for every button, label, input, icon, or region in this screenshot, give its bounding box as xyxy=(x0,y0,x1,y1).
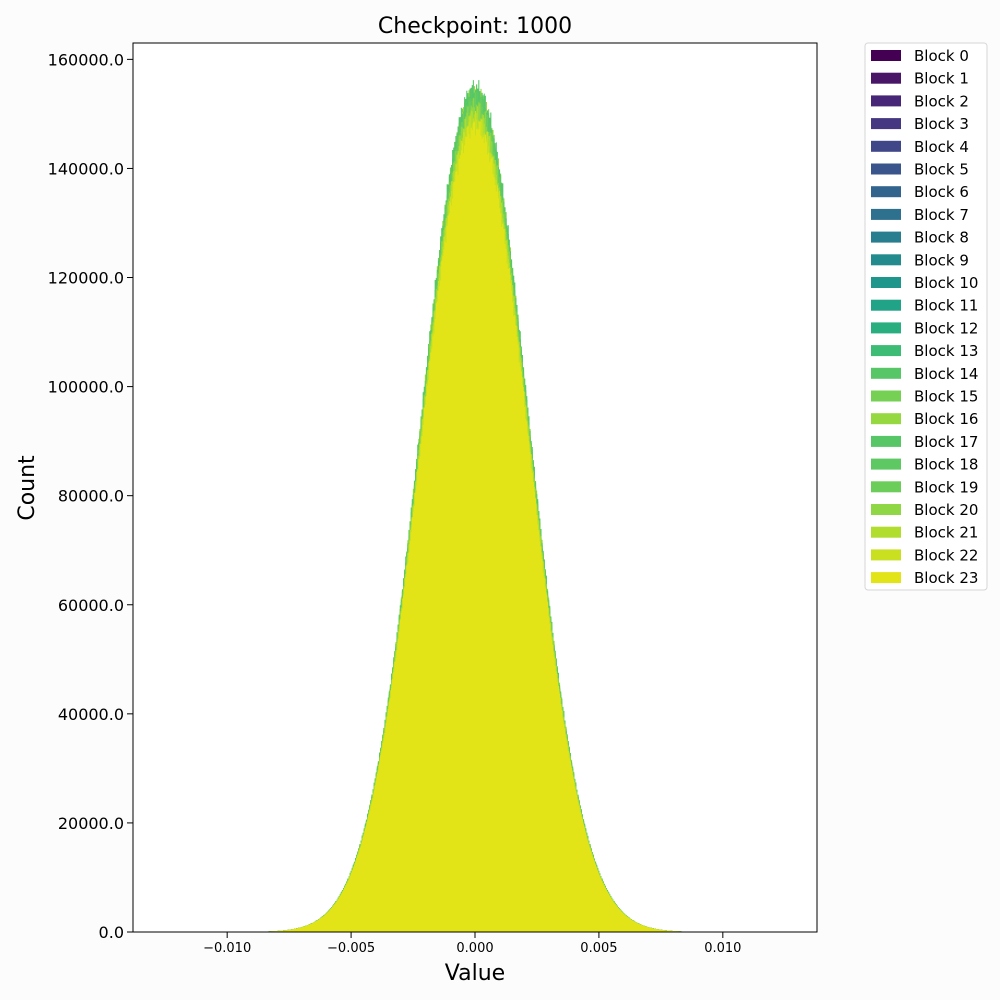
legend-swatch xyxy=(871,322,901,334)
y-tick-label: 40000.0 xyxy=(58,705,124,724)
legend-swatch xyxy=(871,95,901,107)
legend-label: Block 20 xyxy=(914,501,978,519)
series-histogram-block-23 xyxy=(256,121,694,933)
legend-label: Block 1 xyxy=(914,70,969,88)
legend-label: Block 10 xyxy=(914,274,978,292)
legend-swatch xyxy=(871,367,901,379)
x-tick-label: −0.005 xyxy=(327,941,375,956)
y-tick-label: 60000.0 xyxy=(58,596,124,615)
legend-swatch xyxy=(871,299,901,311)
legend-label: Block 19 xyxy=(914,478,978,496)
y-axis-label: Count xyxy=(15,455,40,521)
legend-label: Block 17 xyxy=(914,433,978,451)
legend-label: Block 16 xyxy=(914,410,978,428)
y-axis: 0.0 20000.0 40000.0 60000.0 80000.0 100000.0 1… xyxy=(48,50,133,942)
legend-swatch xyxy=(871,72,901,84)
legend-label: Block 6 xyxy=(914,183,969,201)
legend-swatch xyxy=(871,458,901,470)
legend-swatch xyxy=(871,526,901,538)
y-tick-label: 80000.0 xyxy=(58,487,124,506)
legend-label: Block 8 xyxy=(914,229,969,247)
y-tick-label: 100000.0 xyxy=(48,378,124,397)
x-tick-label: 0.000 xyxy=(456,941,493,956)
chart-title: Checkpoint: 1000 xyxy=(378,14,572,39)
legend-label: Block 21 xyxy=(914,524,978,542)
legend-label: Block 4 xyxy=(914,138,969,156)
legend-swatch xyxy=(871,345,901,357)
legend-swatch xyxy=(871,186,901,198)
legend-swatch xyxy=(871,208,901,220)
x-axis-label: Value xyxy=(445,961,505,986)
y-tick-label: 160000.0 xyxy=(48,50,124,69)
legend-label: Block 13 xyxy=(914,342,978,360)
legend-swatch xyxy=(871,504,901,515)
legend-label: Block 5 xyxy=(914,161,969,179)
legend-swatch xyxy=(871,413,901,425)
series-layer xyxy=(256,80,694,933)
legend-label: Block 11 xyxy=(914,297,978,315)
legend-box xyxy=(864,42,988,591)
legend-label: Block 12 xyxy=(914,319,978,337)
x-tick-label: −0.010 xyxy=(203,941,251,956)
legend-swatch xyxy=(871,390,901,402)
legend-label: Block 18 xyxy=(914,456,978,474)
y-tick-label: 20000.0 xyxy=(58,814,124,833)
legend-label: Block 2 xyxy=(914,92,969,110)
legend-swatch xyxy=(871,549,901,561)
legend-swatch xyxy=(871,254,901,266)
y-tick-label: 0.0 xyxy=(99,923,124,942)
y-tick-label: 140000.0 xyxy=(48,159,124,178)
legend: Block 0 Block 1 Block 2 Block 3 Block 4 Block… xyxy=(864,42,988,591)
legend-swatch xyxy=(871,481,901,493)
legend-swatch xyxy=(871,140,901,152)
legend-label: Block 0 xyxy=(914,47,969,65)
x-axis: −0.010 −0.005 0.000 0.005 0.010 xyxy=(203,932,741,956)
legend-items: Block 0 Block 1 Block 2 Block 3 Block 4 Block… xyxy=(871,47,978,587)
legend-swatch xyxy=(871,163,901,175)
legend-swatch xyxy=(871,50,901,61)
legend-swatch xyxy=(871,435,901,447)
legend-label: Block 15 xyxy=(914,388,978,406)
legend-swatch xyxy=(871,277,901,288)
legend-swatch xyxy=(871,231,901,243)
y-tick-label: 120000.0 xyxy=(48,269,124,288)
legend-label: Block 7 xyxy=(914,206,969,224)
legend-label: Block 23 xyxy=(914,569,978,587)
x-tick-label: 0.005 xyxy=(580,941,617,956)
legend-swatch xyxy=(871,572,901,584)
legend-label: Block 22 xyxy=(914,546,978,564)
legend-swatch xyxy=(871,118,901,130)
legend-label: Block 3 xyxy=(914,115,969,133)
legend-label: Block 14 xyxy=(914,365,978,383)
legend-label: Block 9 xyxy=(914,251,969,269)
x-tick-label: 0.010 xyxy=(704,941,741,956)
